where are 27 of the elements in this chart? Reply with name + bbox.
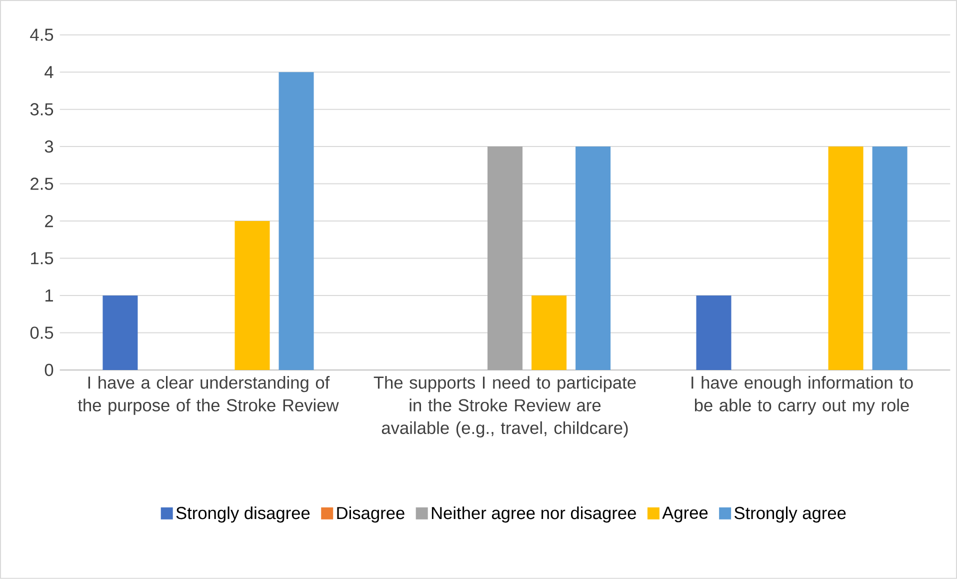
bar [696,296,732,370]
y-tick-label: 2 [45,215,53,228]
y-tick-label: 0.5 [30,326,54,339]
bar [532,296,567,370]
bar [278,72,314,370]
legend-label: Disagree [337,506,404,523]
y-tick-label: 1 [45,290,53,302]
y-tick-label: 0 [44,364,54,376]
y-tick-label: 3.5 [30,103,54,116]
y-tick-label: 3 [44,140,54,153]
bar [234,221,270,370]
x-tick-label: I have enough information to be able to carry out my role [692,376,913,415]
bar [576,146,611,370]
legend-label: Strongly disagree [176,506,310,523]
y-tick-label: 1.5 [31,252,54,264]
bar [102,296,138,370]
x-tick-label: I have a clear understanding of the purpose of the Stroke Review [78,376,339,415]
x-tick-label: The supports I need to participate in the Stroke Review are available (e.g., travel, childcare) [374,376,636,438]
bar [488,146,523,370]
legend-label: Agree [662,506,708,522]
legend-label: Strongly agree [734,506,846,523]
y-tick-label: 4 [44,66,54,78]
y-tick-label: 2.5 [30,178,54,190]
y-tick-label: 4.5 [30,28,54,41]
bar [828,146,864,370]
bar [872,146,908,370]
legend-label: Neither agree nor disagree [432,506,636,523]
